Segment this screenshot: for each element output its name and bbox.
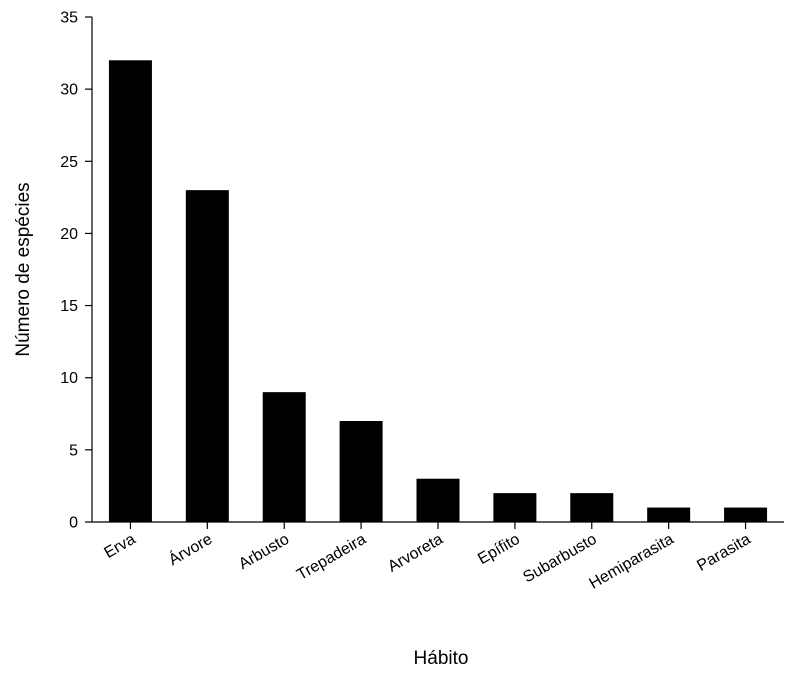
x-tick-label: Parasita <box>694 531 753 575</box>
bars-group <box>108 60 768 522</box>
y-tick-label: 10 <box>60 370 78 387</box>
x-ticks-group: Erva Árvore Arbusto Trepadeira Arvoreta Epífi… <box>101 522 754 593</box>
y-tick-label: 35 <box>60 10 78 27</box>
x-tick-label: Árvore <box>165 529 215 569</box>
bar-subarbusto <box>570 493 614 522</box>
y-tick-label: 5 <box>69 442 78 459</box>
x-tick-label: Epífito <box>475 531 523 568</box>
bar-árvore <box>185 190 229 522</box>
bar-arvoreta <box>416 478 460 522</box>
x-tick-label: Trepadeira <box>294 531 369 584</box>
bar-parasita <box>724 507 768 522</box>
y-tick-label: 0 <box>69 515 78 532</box>
y-ticks-group: 0 5 10 15 20 25 30 35 <box>60 10 92 532</box>
bar-epífito <box>493 493 537 522</box>
y-tick-label: 25 <box>60 154 78 171</box>
x-tick-label: Arbusto <box>236 531 292 573</box>
bar-erva <box>108 60 152 522</box>
bar-trepadeira <box>339 421 383 522</box>
y-tick-label: 20 <box>60 226 78 243</box>
x-tick-label: Arvoreta <box>385 531 446 576</box>
bar-arbusto <box>262 392 306 522</box>
x-tick-label: Hemiparasita <box>587 531 677 593</box>
y-tick-label: 30 <box>60 82 78 99</box>
y-tick-label: 15 <box>60 298 78 315</box>
bar-hemiparasita <box>647 507 691 522</box>
x-tick-label: Erva <box>101 531 138 562</box>
x-axis-title: Hábito <box>414 648 469 669</box>
y-axis-title: Número de espécies <box>13 182 34 356</box>
